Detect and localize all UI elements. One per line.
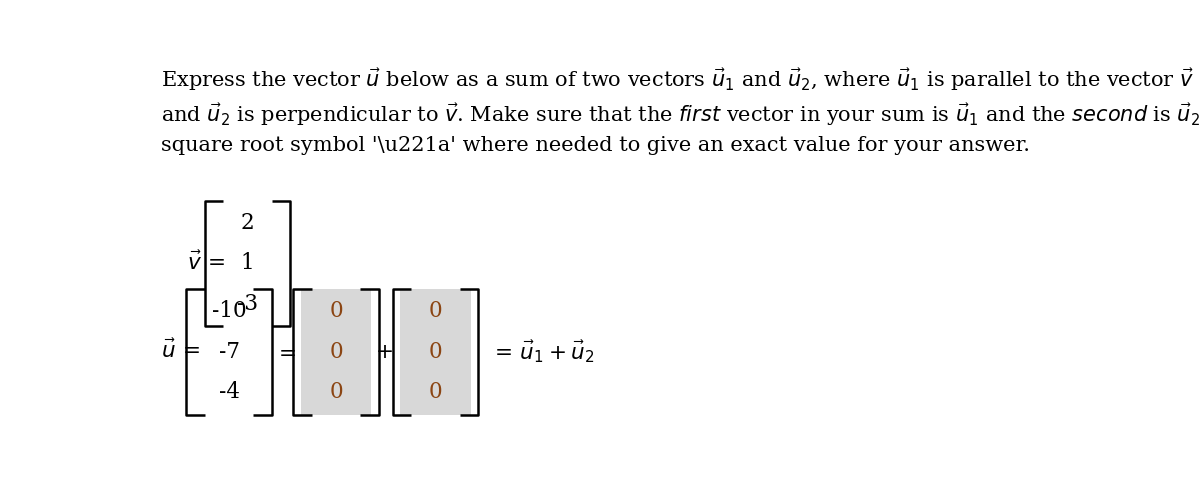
Text: 0: 0	[428, 341, 443, 363]
Text: Express the vector $\vec{u}$ below as a sum of two vectors $\vec{u}_1$ and $\vec: Express the vector $\vec{u}$ below as a …	[161, 66, 1200, 93]
Text: 1: 1	[241, 252, 254, 274]
Text: square root symbol '\u221a' where needed to give an exact value for your answer.: square root symbol '\u221a' where needed…	[161, 137, 1030, 155]
Text: 2: 2	[241, 212, 254, 234]
Text: -7: -7	[218, 341, 240, 363]
Text: $\vec{v}\,=$: $\vec{v}\,=$	[187, 252, 226, 275]
Text: $=$: $=$	[274, 341, 296, 363]
Text: 0: 0	[329, 300, 343, 322]
Text: $=\,\vec{u}_1+\vec{u}_2$: $=\,\vec{u}_1+\vec{u}_2$	[491, 338, 595, 365]
Text: 0: 0	[428, 381, 443, 403]
Text: and $\vec{u}_2$ is perpendicular to $\vec{v}$. Make sure that the $\mathit{first: and $\vec{u}_2$ is perpendicular to $\ve…	[161, 101, 1200, 128]
Bar	[400, 289, 470, 414]
Bar	[301, 289, 371, 414]
Text: -4: -4	[218, 381, 240, 403]
Text: $\vec{u}\,=$: $\vec{u}\,=$	[161, 340, 200, 363]
Text: 0: 0	[329, 341, 343, 363]
Text: 0: 0	[329, 381, 343, 403]
Text: -3: -3	[238, 293, 258, 315]
Text: -10: -10	[211, 300, 246, 322]
Text: 0: 0	[428, 300, 443, 322]
Text: $+$: $+$	[376, 341, 394, 363]
